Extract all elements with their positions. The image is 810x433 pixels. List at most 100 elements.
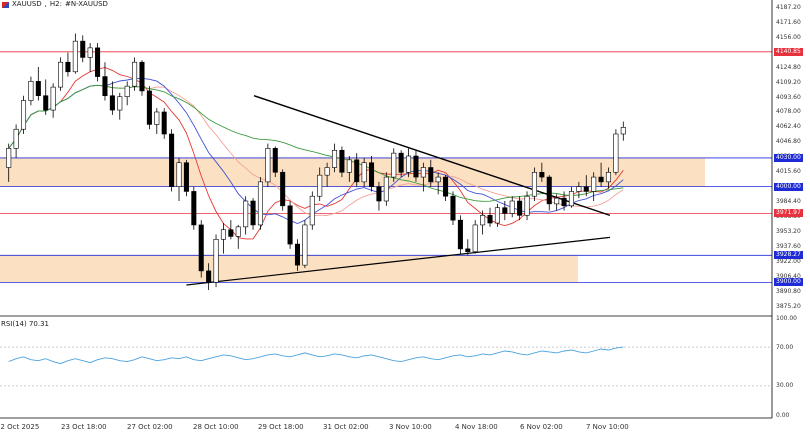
time-tick-label: 27 Oct 02:00 xyxy=(127,423,173,431)
candle-body xyxy=(95,47,101,77)
candle-body xyxy=(13,128,19,149)
candle-body xyxy=(72,40,78,73)
candle-body xyxy=(257,181,263,226)
candle-body xyxy=(354,159,360,183)
candle-body xyxy=(102,76,108,97)
time-tick-label: 7 Nov 10:00 xyxy=(586,423,629,431)
candle-body xyxy=(502,207,508,214)
candle-body xyxy=(620,127,626,135)
time-tick-label: 4 Nov 18:00 xyxy=(455,423,498,431)
flag-icon xyxy=(2,1,9,8)
candle-body xyxy=(272,148,278,173)
rsi-tick-label: 100.00 xyxy=(776,314,797,322)
candle-body xyxy=(435,176,441,183)
level-tag: 3928.27 xyxy=(774,251,803,260)
ma-fast-line xyxy=(8,67,624,240)
candle-body xyxy=(302,224,308,266)
price-tick-label: 4015.60 xyxy=(776,168,801,176)
candle-body xyxy=(487,215,493,224)
candle-body xyxy=(465,248,471,253)
price-tick-label: 3922.00 xyxy=(776,257,801,265)
candle-body xyxy=(406,155,412,173)
candle-body xyxy=(398,152,404,173)
candle-body xyxy=(280,171,286,207)
rsi-tick-label: 30.00 xyxy=(776,382,794,390)
candle-body xyxy=(613,133,619,173)
candle-body xyxy=(605,171,612,183)
level-tag: 3900.00 xyxy=(774,278,803,287)
candle-body xyxy=(235,226,241,237)
candle-body xyxy=(376,186,382,202)
price-tick-label: 4124.80 xyxy=(776,63,801,71)
candle-body xyxy=(28,81,34,101)
price-tick-label: 4093.60 xyxy=(776,93,801,101)
candle-body xyxy=(509,200,515,214)
symbol-description: #N-XAUUSD xyxy=(64,0,108,8)
time-tick-label: 22 Oct 2025 xyxy=(0,423,40,431)
candle-body xyxy=(161,111,167,135)
candle-body xyxy=(361,162,367,183)
time-tick-label: 31 Oct 02:00 xyxy=(323,423,369,431)
time-tick-label: 28 Oct 10:00 xyxy=(193,423,239,431)
candle-body xyxy=(324,167,330,176)
chart-header: XAUUSD, H2: #N-XAUUSD xyxy=(2,0,108,9)
support-zone xyxy=(0,255,578,283)
candle-body xyxy=(87,47,93,58)
candle-body xyxy=(183,162,189,192)
candle-body xyxy=(524,195,530,216)
price-tick-label: 3984.40 xyxy=(776,198,801,206)
rsi-tick-label: 0.00 xyxy=(776,411,790,419)
candle-body xyxy=(546,176,552,205)
candle-body xyxy=(331,149,338,168)
candle-body xyxy=(317,174,323,197)
price-tick-label: 3937.60 xyxy=(776,242,801,250)
rsi-line xyxy=(8,346,624,365)
level-tag: 4140.85 xyxy=(774,47,803,56)
rsi-tick-label: 70.00 xyxy=(776,343,794,351)
candle-body xyxy=(65,61,71,73)
candle-body xyxy=(191,191,197,226)
price-tick-label: 4156.00 xyxy=(776,33,801,41)
candle-body xyxy=(50,86,56,111)
candle-body xyxy=(383,176,389,202)
ma-blue-line xyxy=(8,77,624,224)
candle-body xyxy=(43,95,49,111)
price-tick-label: 4187.20 xyxy=(776,3,801,11)
candle-body xyxy=(35,81,41,97)
candle-body xyxy=(169,133,175,187)
candle-body xyxy=(220,229,226,240)
candle-body xyxy=(80,40,86,58)
ascending-trendline xyxy=(186,236,611,286)
time-tick-label: 29 Oct 18:00 xyxy=(258,423,304,431)
candle-body xyxy=(413,155,419,178)
candle-body xyxy=(480,215,486,226)
price-tick-label: 4062.40 xyxy=(776,123,801,131)
candle-body xyxy=(176,162,182,187)
candle-body xyxy=(213,238,219,283)
candle-body xyxy=(154,111,160,125)
candle-body xyxy=(346,159,352,173)
price-tick-label: 4078.00 xyxy=(776,108,801,116)
candle-body xyxy=(420,167,426,178)
time-tick-label: 3 Nov 10:00 xyxy=(389,423,432,431)
candle-body xyxy=(391,152,397,178)
time-tick-label: 23 Oct 18:00 xyxy=(61,423,107,431)
ma-slow-line xyxy=(8,84,624,202)
candle-body xyxy=(198,224,204,272)
timeframe-label: H2: xyxy=(49,0,62,8)
candle-body xyxy=(531,171,537,197)
candle-body xyxy=(294,243,301,266)
candle-body xyxy=(124,85,130,97)
candle-body xyxy=(517,200,523,216)
price-tick-label: 4109.20 xyxy=(776,78,801,86)
candle-body xyxy=(450,195,456,221)
candle-body xyxy=(339,149,345,173)
candle-body xyxy=(250,200,256,226)
candle-body xyxy=(6,148,12,168)
candle-body xyxy=(309,195,315,226)
resistance-zone xyxy=(0,157,705,187)
level-tag: 3971.97 xyxy=(774,209,803,218)
candle-body xyxy=(443,176,449,197)
level-tag: 4030.00 xyxy=(774,153,803,162)
